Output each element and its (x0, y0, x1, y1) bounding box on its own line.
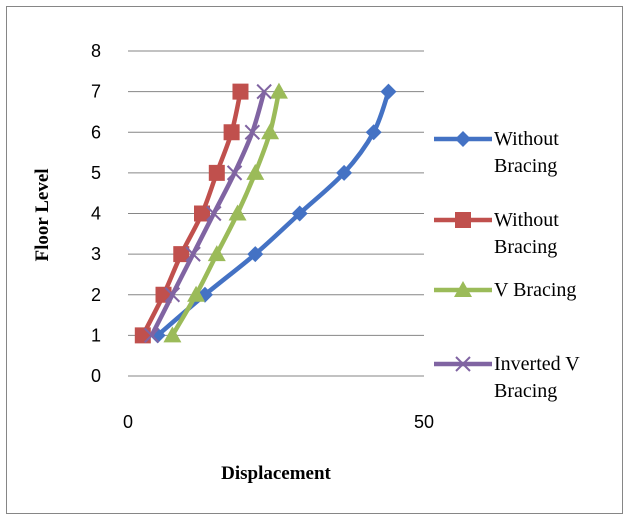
data-point (163, 326, 182, 343)
legend-label: Without (494, 209, 559, 231)
y-tick-label: 2 (91, 285, 101, 305)
data-point (187, 285, 206, 302)
series-3 (163, 82, 288, 343)
chart-frame (6, 6, 623, 514)
data-point (336, 164, 353, 181)
data-point (246, 163, 265, 180)
legend-label: V Bracing (494, 279, 576, 301)
y-tick-label: 5 (91, 163, 101, 183)
legend-entry: Inverted V Bracing (434, 353, 580, 402)
data-point (380, 83, 397, 100)
data-point (164, 287, 181, 303)
series-4 (143, 83, 272, 344)
data-point (256, 83, 272, 100)
y-tick-label: 1 (91, 325, 101, 345)
data-point (261, 123, 280, 140)
legend-marker (455, 212, 471, 228)
data-point (185, 246, 201, 262)
y-tick-label: 6 (91, 122, 101, 142)
y-axis-title: Floor Level (32, 168, 53, 261)
data-point (365, 124, 382, 141)
data-point (247, 246, 264, 263)
x-tick-label: 50 (414, 412, 434, 432)
data-point (269, 82, 288, 99)
legend-marker (455, 356, 471, 372)
data-point (223, 124, 240, 141)
y-tick-label: 7 (91, 82, 101, 102)
series-1 (149, 83, 397, 344)
data-point (143, 327, 160, 344)
data-point (226, 165, 243, 181)
series-layer (134, 82, 397, 344)
legend-entry: V Bracing (434, 279, 576, 301)
data-point (134, 327, 151, 344)
y-tick-label: 0 (91, 366, 101, 386)
data-point (232, 83, 249, 100)
x-axis-title: Displacement (221, 463, 331, 484)
legend-label: Bracing (494, 236, 557, 258)
y-tick-label: 4 (91, 204, 101, 224)
x-tick-label: 0 (123, 412, 133, 432)
data-point (206, 205, 222, 222)
legend-entry: Without Bracing (434, 128, 559, 177)
data-point (228, 204, 247, 221)
legend-entry: Without Bracing (434, 209, 559, 258)
legend-label: Without (494, 128, 559, 150)
data-point (207, 245, 226, 262)
data-point (291, 205, 308, 222)
legend: Without Bracing Without Bracing V Bracing Inv… (434, 128, 580, 402)
y-tick-label: 8 (91, 41, 101, 61)
legend-label: Bracing (494, 155, 557, 177)
y-tick-labels: 0 1 2 3 4 5 6 7 8 (91, 41, 101, 386)
data-point (208, 164, 225, 181)
legend-marker (455, 131, 471, 147)
y-tick-label: 3 (91, 244, 101, 264)
data-point (194, 205, 210, 222)
legend-label: Bracing (494, 380, 557, 402)
x-tick-labels: 0 50 (123, 412, 434, 432)
data-point (244, 124, 261, 140)
legend-marker (454, 281, 472, 297)
data-point (173, 246, 190, 263)
legend-label: Inverted V (494, 353, 580, 375)
